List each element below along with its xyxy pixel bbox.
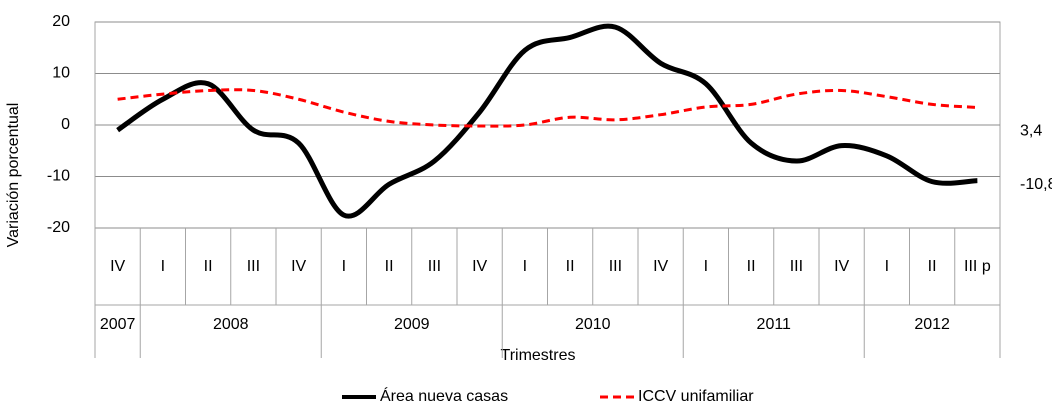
x-tick-label: I (885, 258, 889, 275)
year-label: 2007 (100, 316, 136, 333)
x-tick-label: IV (472, 258, 487, 275)
y-tick-label: -10 (47, 168, 70, 185)
value-label: -10,8 (1020, 176, 1052, 193)
x-tick-label: IV (291, 258, 306, 275)
x-axis-label: Trimestres (501, 347, 576, 364)
year-label: 2011 (757, 316, 792, 333)
x-tick-label: II (747, 258, 756, 275)
x-tick-label: III (609, 258, 622, 275)
year-label: 2012 (914, 316, 950, 333)
year-label: 2010 (575, 316, 611, 333)
year-label: 2009 (394, 316, 430, 333)
x-tick-label: III p (964, 258, 991, 275)
x-tick-label: I (161, 258, 165, 275)
legend-label: Área nueva casas (380, 386, 508, 405)
series-line (116, 23, 978, 219)
series-line (117, 88, 978, 128)
y-tick-label: 20 (52, 13, 70, 30)
x-tick-label: III (247, 258, 260, 275)
x-tick-label: IV (834, 258, 849, 275)
y-tick-label: 0 (61, 116, 70, 133)
x-tick-label: II (385, 258, 394, 275)
x-tick-label: III (790, 258, 803, 275)
x-tick-label: I (342, 258, 346, 275)
year-label: 2008 (213, 316, 249, 333)
y-tick-label: -20 (47, 219, 70, 236)
x-tick-label: IV (653, 258, 668, 275)
x-tick-label: II (204, 258, 213, 275)
x-tick-label: IV (110, 258, 125, 275)
y-tick-label: 10 (52, 65, 70, 82)
x-tick-label: II (928, 258, 937, 275)
x-tick-label: III (428, 258, 441, 275)
legend-label: ICCV unifamiliar (638, 388, 754, 405)
x-tick-label: I (523, 258, 527, 275)
value-label: 3,4 (1020, 123, 1042, 140)
y-axis-label: Variación porcentual (5, 103, 22, 248)
x-tick-label: II (566, 258, 575, 275)
x-tick-label: I (704, 258, 708, 275)
